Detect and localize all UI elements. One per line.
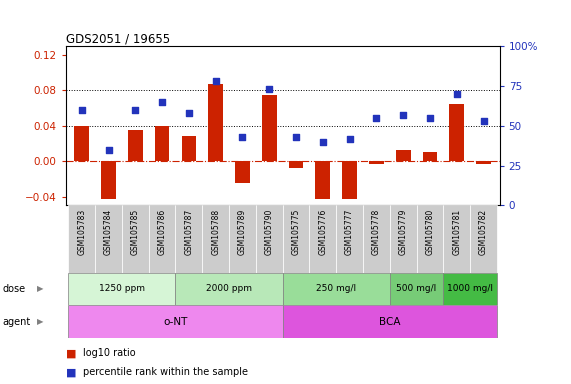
Text: GSM105786: GSM105786 xyxy=(158,209,167,255)
Point xyxy=(131,107,140,113)
Text: BCA: BCA xyxy=(379,316,400,327)
Bar xyxy=(208,84,223,161)
Point xyxy=(452,91,461,97)
Bar xyxy=(148,205,175,273)
Text: GSM105787: GSM105787 xyxy=(184,209,194,255)
Bar xyxy=(235,161,250,183)
Point xyxy=(77,107,86,113)
Text: GSM105784: GSM105784 xyxy=(104,209,113,255)
Text: GSM105778: GSM105778 xyxy=(372,209,381,255)
Bar xyxy=(363,205,390,273)
Text: GSM105790: GSM105790 xyxy=(265,209,274,255)
Bar xyxy=(283,205,309,273)
Bar xyxy=(423,152,437,161)
Bar xyxy=(202,205,229,273)
Bar xyxy=(175,205,202,273)
Text: GSM105781: GSM105781 xyxy=(452,209,461,255)
Bar xyxy=(69,305,283,338)
Point xyxy=(211,78,220,84)
Bar xyxy=(342,161,357,199)
Text: ▶: ▶ xyxy=(37,285,43,293)
Bar xyxy=(309,205,336,273)
Text: ■: ■ xyxy=(66,348,76,358)
Text: ▶: ▶ xyxy=(37,317,43,326)
Bar xyxy=(443,205,470,273)
Bar xyxy=(229,205,256,273)
Bar xyxy=(256,205,283,273)
Bar xyxy=(449,104,464,161)
Text: 2000 ppm: 2000 ppm xyxy=(206,285,252,293)
Text: GSM105777: GSM105777 xyxy=(345,209,354,255)
Bar xyxy=(443,273,497,305)
Text: dose: dose xyxy=(3,284,26,294)
Point xyxy=(291,134,300,140)
Point xyxy=(345,136,354,142)
Text: 1000 mg/l: 1000 mg/l xyxy=(447,285,493,293)
Point xyxy=(158,99,167,105)
Text: 250 mg/l: 250 mg/l xyxy=(316,285,356,293)
Bar xyxy=(470,205,497,273)
Text: agent: agent xyxy=(3,316,31,327)
Text: GSM105789: GSM105789 xyxy=(238,209,247,255)
Bar xyxy=(369,161,384,164)
Bar xyxy=(175,273,283,305)
Bar xyxy=(95,205,122,273)
Text: GSM105776: GSM105776 xyxy=(318,209,327,255)
Bar xyxy=(283,305,497,338)
Text: GSM105783: GSM105783 xyxy=(77,209,86,255)
Bar xyxy=(155,126,170,161)
Text: 500 mg/l: 500 mg/l xyxy=(396,285,437,293)
Bar xyxy=(262,95,276,161)
Text: GSM105782: GSM105782 xyxy=(479,209,488,255)
Bar xyxy=(476,161,491,164)
Bar xyxy=(390,205,417,273)
Bar xyxy=(315,161,330,199)
Bar xyxy=(69,273,175,305)
Point xyxy=(425,115,435,121)
Text: 1250 ppm: 1250 ppm xyxy=(99,285,145,293)
Bar xyxy=(122,205,148,273)
Bar xyxy=(74,126,89,161)
Text: percentile rank within the sample: percentile rank within the sample xyxy=(83,367,248,377)
Text: GSM105779: GSM105779 xyxy=(399,209,408,255)
Text: GSM105775: GSM105775 xyxy=(292,209,300,255)
Point xyxy=(184,110,194,116)
Point xyxy=(372,115,381,121)
Bar xyxy=(101,161,116,199)
Point xyxy=(238,134,247,140)
Bar xyxy=(417,205,443,273)
Point xyxy=(104,147,113,153)
Text: GSM105780: GSM105780 xyxy=(425,209,435,255)
Point xyxy=(265,86,274,92)
Point xyxy=(479,118,488,124)
Bar xyxy=(128,130,143,161)
Text: log10 ratio: log10 ratio xyxy=(83,348,135,358)
Bar xyxy=(69,205,95,273)
Point xyxy=(399,111,408,118)
Bar xyxy=(396,150,411,161)
Point xyxy=(318,139,327,145)
Bar xyxy=(182,136,196,161)
Bar xyxy=(336,205,363,273)
Text: GSM105788: GSM105788 xyxy=(211,209,220,255)
Bar xyxy=(390,273,443,305)
Text: GDS2051 / 19655: GDS2051 / 19655 xyxy=(66,32,170,45)
Bar xyxy=(283,273,390,305)
Text: ■: ■ xyxy=(66,367,76,377)
Bar xyxy=(289,161,303,168)
Text: o-NT: o-NT xyxy=(163,316,188,327)
Text: GSM105785: GSM105785 xyxy=(131,209,140,255)
